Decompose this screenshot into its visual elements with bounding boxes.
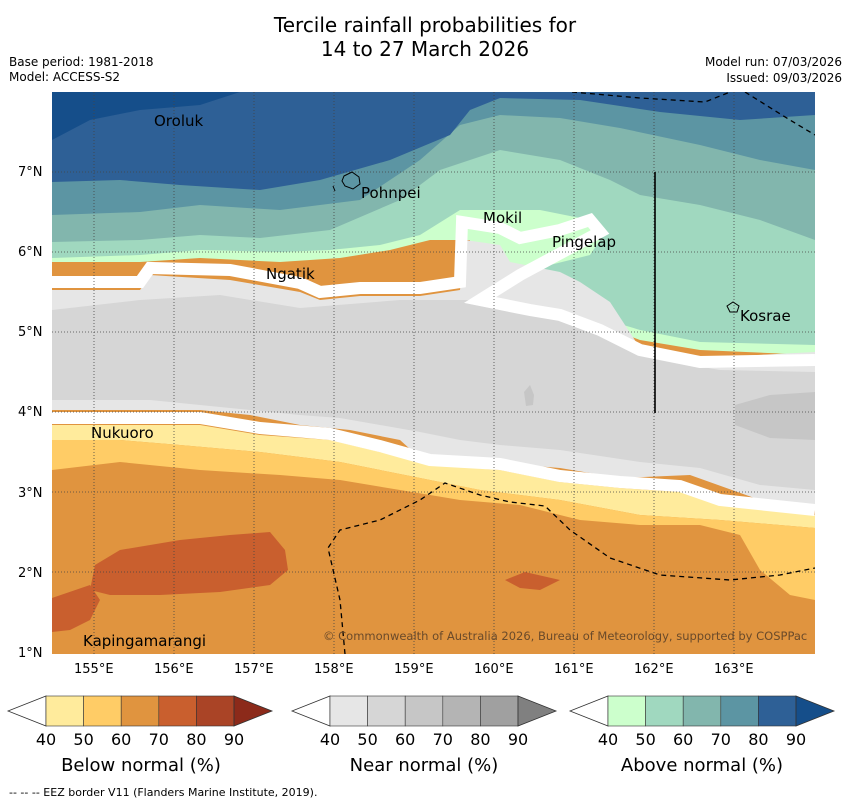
colorbar-below-tick: 90	[223, 730, 245, 749]
colorbar-above-tick: 90	[785, 730, 807, 749]
colorbar-below-tick: 80	[186, 730, 207, 749]
above-80-90-fill	[52, 92, 815, 190]
graticule	[52, 92, 815, 654]
x-tick-159e: 159°E	[394, 662, 434, 677]
colorbar-near-segment	[404, 695, 444, 727]
y-tick-5n: 5°N	[18, 325, 43, 340]
colorbar-below-segment	[196, 695, 235, 727]
colorbar-label-above: Above normal (%)	[620, 755, 784, 776]
colorbar-below-tick: 40	[35, 730, 57, 749]
rainfall-map	[52, 92, 815, 654]
x-tick-155e: 155°E	[74, 662, 114, 677]
place-nukuoro: Nukuoro	[91, 424, 154, 442]
colorbar-below-tick: 70	[148, 730, 169, 749]
below-50-60-fill	[52, 440, 815, 600]
colorbar-above-tick: 70	[710, 730, 731, 749]
colorbar-above-tick: 40	[597, 730, 619, 749]
colorbar-above-segment	[607, 695, 646, 727]
place-oroluk: Oroluk	[154, 112, 204, 130]
map-title-line2: 14 to 27 March 2026	[320, 37, 530, 61]
y-tick-6n: 6°N	[18, 245, 43, 260]
colorbar-near-tick: 50	[357, 730, 378, 749]
colorbar-below-normal	[6, 695, 274, 727]
colorbar-near-segment	[442, 695, 481, 727]
y-tick-3n: 3°N	[18, 486, 43, 501]
x-tick-163e: 163°E	[714, 662, 754, 677]
colorbar-above-low-extend	[568, 695, 609, 727]
eez-border	[327, 92, 815, 654]
colorbar-above-high-extend	[795, 695, 836, 727]
colorbar-below-segment	[83, 695, 122, 727]
colorbar-near-tick: 60	[395, 730, 416, 749]
colorbar-label-below: Below normal (%)	[61, 755, 221, 776]
colorbar-above-segment	[758, 695, 797, 727]
pohnpei-island-icon	[341, 171, 361, 190]
y-tick-2n: 2°N	[18, 566, 43, 581]
colorbar-below-tick: 60	[111, 730, 132, 749]
x-tick-157e: 157°E	[234, 662, 274, 677]
colorbar-near-tick: 70	[432, 730, 453, 749]
model-run: Model run: 07/03/2026	[704, 55, 842, 69]
place-kosrae: Kosrae	[740, 307, 791, 325]
separator-above-near	[52, 213, 815, 369]
colorbar-near-tick: 90	[507, 730, 529, 749]
colorbar-below-segment	[158, 695, 197, 727]
probability-field	[52, 92, 815, 654]
colorbar-near-low-extend	[290, 695, 331, 727]
map-title-line1: Tercile rainfall probabilities for	[273, 13, 577, 37]
x-tick-160e: 160°E	[474, 662, 514, 677]
colorbar-near-segment	[480, 695, 519, 727]
colorbar-label-near: Near normal (%)	[349, 755, 499, 776]
place-ngatik: Ngatik	[266, 265, 315, 283]
x-tick-162e: 162°E	[634, 662, 674, 677]
eez-legend-note: -- -- -- EEZ border V11 (Flanders Marine…	[9, 786, 318, 799]
base-period: Base period: 1981-2018	[9, 55, 154, 69]
colorbar-above-segment	[682, 695, 722, 727]
model-name: Model: ACCESS-S2	[9, 70, 121, 84]
near-50-60-fill	[52, 295, 815, 490]
colorbar-above-segment	[720, 695, 759, 727]
colorbar-near-tick: 80	[470, 730, 491, 749]
issued-date: Issued: 09/03/2026	[726, 71, 842, 85]
place-mokil: Mokil	[483, 209, 523, 227]
colorbar-near-segment	[329, 695, 368, 727]
colorbar-below-tick: 50	[73, 730, 94, 749]
below-70-80-south	[52, 585, 100, 632]
colorbar-above-segment	[645, 695, 684, 727]
near-60-70-fill	[735, 392, 815, 440]
colorbar-below-low-extend	[6, 695, 47, 727]
colorbar-near-tick: 40	[319, 730, 341, 749]
copyright-notice: © Commonwealth of Australia 2026, Bureau…	[323, 629, 808, 643]
near-60-70-spot	[524, 385, 534, 406]
separator-near-below	[52, 412, 815, 516]
place-kapingamarangi: Kapingamarangi	[83, 632, 207, 650]
below-70-80-fill	[90, 532, 288, 595]
y-tick-4n: 4°N	[18, 405, 43, 420]
colorbar-above-normal	[568, 695, 836, 727]
colorbar-above-tick: 50	[635, 730, 656, 749]
colorbar-below-high-extend	[233, 695, 274, 727]
colorbar-near-normal	[290, 695, 558, 727]
above-90-fill	[52, 92, 240, 140]
colorbar-above-tick: 60	[673, 730, 694, 749]
colorbar-below-segment	[45, 695, 84, 727]
below-40-50-fill	[52, 425, 815, 528]
place-pohnpei: Pohnpei	[361, 184, 421, 202]
colorbar-near-high-extend	[517, 695, 558, 727]
kosrae-island-icon	[726, 301, 740, 313]
colorbar-above-tick: 80	[748, 730, 769, 749]
x-tick-158e: 158°E	[314, 662, 354, 677]
x-tick-161e: 161°E	[554, 662, 594, 677]
below-70-80-spot	[505, 572, 560, 590]
colorbars	[6, 695, 836, 727]
x-tick-156e: 156°E	[154, 662, 194, 677]
y-tick-7n: 7°N	[18, 165, 43, 180]
ant-atoll-icon	[332, 185, 336, 192]
place-pingelap: Pingelap	[552, 233, 617, 251]
y-tick-1n: 1°N	[18, 646, 43, 661]
colorbar-below-segment	[120, 695, 160, 727]
colorbar-near-segment	[367, 695, 406, 727]
